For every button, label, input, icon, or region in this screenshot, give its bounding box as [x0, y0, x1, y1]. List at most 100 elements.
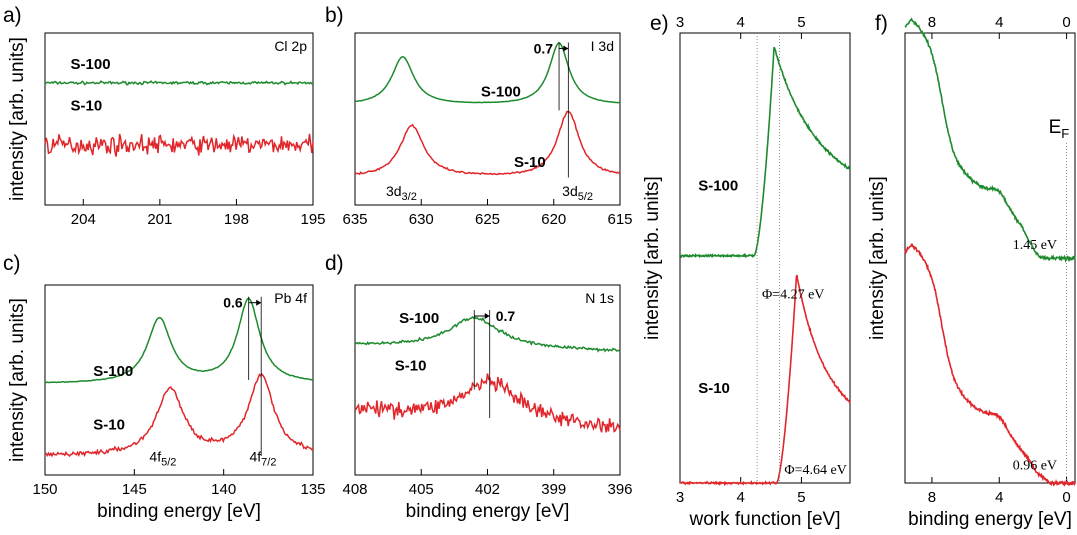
top-tick-label: 8: [928, 14, 936, 31]
panel-e: e) 3 4 5 3 4 5 work function [eV] intensity [arb…: [642, 12, 851, 530]
x-tick-label: 635: [342, 211, 367, 228]
y-axis-title: intensity [arb. units]: [7, 298, 28, 462]
shift-arrowhead: [484, 313, 490, 319]
shift-arrowhead: [256, 299, 262, 306]
x-tick-label: 405: [409, 481, 434, 498]
series-line-S-10: [679, 274, 851, 487]
series-line-S-100: [904, 17, 1076, 264]
series-label: S-100: [698, 178, 738, 195]
x-tick-label: 399: [541, 481, 566, 498]
x-tick-label: 625: [475, 211, 500, 228]
y-axis-title: intensity [arb. units]: [867, 176, 888, 340]
fermi-level-subscript: F: [1061, 126, 1069, 141]
top-tick-label: 0: [1062, 14, 1070, 31]
series-label: S-10: [514, 154, 546, 171]
cutoff-label: 1.45 eV: [1013, 238, 1057, 253]
x-tick-label: 195: [300, 211, 325, 228]
x-tick-label: 145: [122, 481, 147, 498]
peak-annotation-subscript: 5/2: [578, 191, 593, 203]
x-tick-label: 8: [928, 489, 936, 506]
core-level-tag: Pb 4f: [274, 290, 307, 306]
series-label: S-10: [71, 97, 103, 114]
core-level-tag: N 1s: [585, 290, 614, 306]
x-tick-label: 402: [475, 481, 500, 498]
panel-letter: f): [875, 12, 888, 35]
plot-frame: [44, 284, 314, 476]
top-tick-label: 3: [676, 14, 684, 31]
peak-annotation: 4f7/2: [249, 449, 276, 469]
peak-annotation-subscript: 7/2: [261, 457, 276, 469]
series-line-S-10: [44, 133, 314, 157]
x-tick-label: 0: [1062, 489, 1070, 506]
x-tick-label: 204: [71, 211, 96, 228]
peak-annotation-subscript: 3/2: [402, 191, 417, 203]
top-tick-label: 4: [737, 14, 745, 31]
series-line-S-10: [904, 243, 1076, 488]
x-axis-title: work function [eV]: [688, 509, 840, 530]
plot-frame: [44, 32, 314, 206]
panel-a: a) 204 201 198 195 intensity [arb. units] Cl 2…: [3, 4, 326, 228]
fermi-level-label: EF: [1049, 117, 1070, 141]
panel-f: f) 8 4 0 8 4 0 binding energy [eV] intensity [ar…: [867, 12, 1076, 530]
plot-frame: [679, 32, 851, 484]
panel-letter: e): [650, 12, 669, 35]
series-line-S-10: [354, 110, 621, 176]
core-level-tag: Cl 2p: [274, 38, 307, 54]
x-tick-label: 140: [211, 481, 236, 498]
series-line-S-100: [44, 80, 314, 86]
series-line-S-100: [355, 316, 621, 353]
panel-c: c) 150 145 140 135 binding energy [eV] intensi…: [3, 252, 326, 522]
panel-b: b) 635 630 625 620 615 I 3d S-100 S-10 3d3/2 3d5/2…: [325, 4, 633, 228]
panel-letter: b): [325, 4, 344, 27]
series-label: S-10: [93, 416, 125, 433]
plot-frame: [354, 284, 621, 476]
shift-arrowhead: [563, 45, 569, 52]
x-tick-label: 201: [147, 211, 172, 228]
shift-value: 0.7: [496, 308, 516, 324]
peak-annotation: 3d5/2: [562, 183, 593, 203]
x-tick-label: 198: [224, 211, 249, 228]
x-tick-label: 135: [300, 481, 325, 498]
x-tick-label: 5: [797, 489, 805, 506]
x-axis-title: binding energy [eV]: [97, 501, 261, 522]
x-tick-label: 3: [676, 489, 684, 506]
series-label: S-100: [71, 56, 111, 73]
x-axis-title: binding energy [eV]: [908, 509, 1072, 530]
x-tick-label: 630: [409, 211, 434, 228]
series-line-S-10: [354, 373, 621, 433]
series-label: S-10: [395, 358, 427, 375]
series-label: S-10: [698, 380, 730, 397]
x-tick-label: 4: [995, 489, 1003, 506]
peak-annotation: 3d3/2: [386, 183, 417, 203]
x-tick-label: 4: [737, 489, 745, 506]
peak-annotation: 4f5/2: [149, 449, 176, 469]
x-tick-label: 615: [607, 211, 632, 228]
shift-value: 0.6: [223, 295, 243, 311]
x-tick-label: 396: [607, 481, 632, 498]
x-axis-title: binding energy [eV]: [406, 501, 570, 522]
peak-annotation-subscript: 5/2: [161, 457, 176, 469]
plot-frame: [354, 32, 621, 206]
series-label: S-100: [93, 363, 133, 380]
panel-letter: d): [325, 252, 344, 275]
core-level-tag: I 3d: [591, 38, 614, 54]
series-label: S-100: [481, 84, 521, 101]
y-axis-title: intensity [arb. units]: [642, 176, 663, 340]
work-function-label: Φ=4.27 eV: [762, 288, 824, 303]
x-tick-label: 620: [541, 211, 566, 228]
y-axis-title: intensity [arb. units]: [7, 37, 28, 201]
cutoff-label: 0.96 eV: [1013, 459, 1057, 474]
series-line-S-10: [44, 372, 314, 458]
panel-d: d) 408 405 402 399 396 binding energy [eV] N 1s…: [325, 252, 633, 522]
series-line-S-100: [44, 297, 314, 384]
series-line-S-100: [354, 41, 621, 104]
x-tick-label: 408: [342, 481, 367, 498]
panel-letter: a): [3, 4, 22, 27]
shift-value: 0.7: [534, 40, 554, 56]
top-tick-label: 5: [797, 14, 805, 31]
work-function-label: Φ=4.64 eV: [784, 463, 846, 478]
panel-letter: c): [3, 252, 21, 275]
top-tick-label: 4: [995, 14, 1003, 31]
series-label: S-100: [399, 310, 439, 327]
